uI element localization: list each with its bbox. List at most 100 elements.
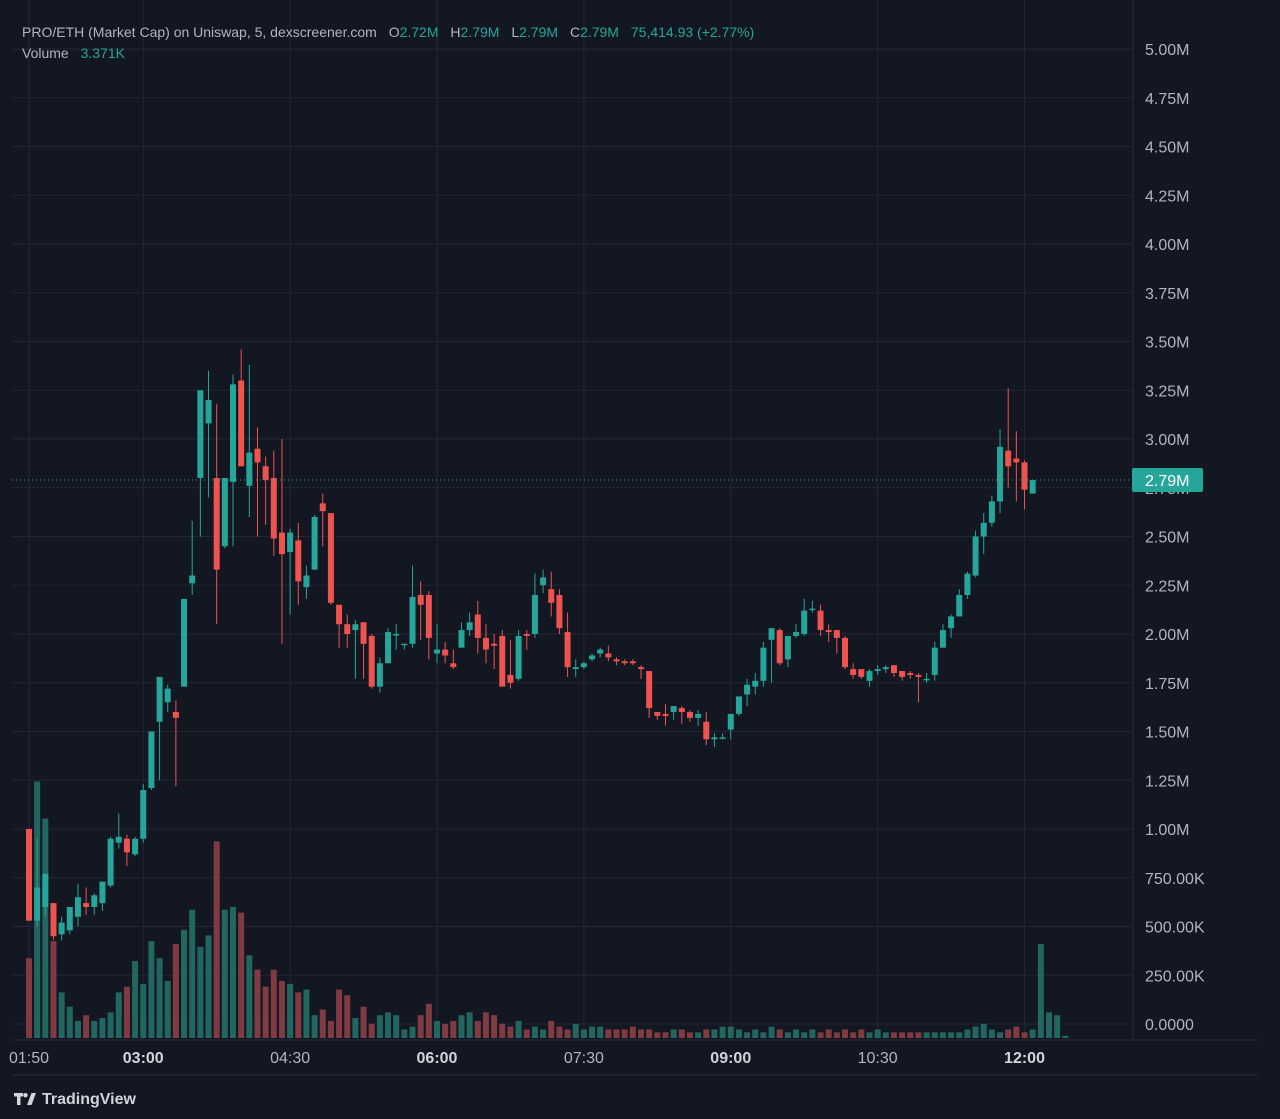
candle-body (393, 634, 400, 636)
volume-bar (66, 1006, 73, 1038)
volume-bar (678, 1029, 685, 1038)
volume-bar (850, 1032, 857, 1038)
candle-body (744, 684, 751, 695)
tradingview-logo-icon (14, 1093, 36, 1107)
candle-body (842, 637, 848, 668)
volume-bar (230, 906, 236, 1038)
volume-bar (703, 1029, 710, 1038)
volume-bar (1029, 1029, 1036, 1038)
candle-body (42, 873, 49, 907)
volume-bar (744, 1032, 751, 1038)
volume-bar (181, 929, 188, 1038)
candle-body (662, 713, 669, 716)
volume-bar (727, 1026, 734, 1038)
volume-bar (580, 1029, 587, 1038)
volume-bar (99, 1018, 106, 1038)
volume-bar (344, 995, 351, 1038)
candle-body (703, 721, 710, 740)
candle-body (654, 712, 661, 716)
candle-body (58, 922, 65, 935)
candle-body (988, 501, 995, 523)
volume-bar (980, 1023, 987, 1038)
legend-low-value: 2.79M (519, 24, 559, 40)
volume-bar (548, 1020, 555, 1038)
volume-bar (221, 909, 228, 1038)
volume-bar (197, 946, 204, 1038)
price-tick-label: 3.25M (1145, 383, 1189, 400)
volume-bar (442, 1023, 449, 1038)
volume-bar (409, 1026, 416, 1038)
volume-bar (801, 1032, 808, 1038)
volume-bar (352, 1018, 359, 1038)
volume-bar (719, 1026, 726, 1038)
volume-bar (882, 1032, 889, 1038)
volume-bar (866, 1032, 873, 1038)
candle-body (686, 712, 693, 718)
legend-open-label: O (388, 24, 400, 40)
price-tick-label: 5.00M (1145, 42, 1189, 59)
price-tick-label: 750.00K (1145, 871, 1205, 888)
volume-bar (507, 1026, 514, 1038)
price-tick-label: 2.50M (1145, 530, 1189, 547)
candle-body (621, 661, 628, 664)
candle-body (172, 712, 179, 718)
candle-body (711, 737, 718, 740)
candle-body (833, 630, 840, 638)
price-tick-label: 4.00M (1145, 237, 1189, 254)
candle-body (1005, 450, 1012, 467)
volume-bar (417, 1015, 424, 1038)
volume-bar (58, 992, 65, 1038)
candle-body (287, 532, 294, 553)
legend-volume-value: 3.371K (80, 45, 125, 61)
volume-bar (74, 1020, 81, 1038)
candle-body (50, 903, 57, 937)
price-tick-label: 4.50M (1145, 140, 1189, 157)
candle-body (156, 676, 163, 722)
candle-body (278, 532, 285, 555)
volume-bar (572, 1023, 579, 1038)
candle-body (401, 643, 408, 646)
candle-body (915, 674, 922, 677)
time-tick-label: 01:50 (9, 1050, 49, 1067)
candle-body (719, 737, 726, 739)
volume-bar (270, 969, 277, 1038)
volume-bar (499, 1023, 506, 1038)
candle-body (507, 674, 514, 683)
candle-body (548, 589, 555, 603)
volume-bar (434, 1020, 440, 1038)
volume-bar (466, 1012, 473, 1038)
candle-body (890, 665, 897, 673)
price-tick-label: 2.25M (1145, 578, 1189, 595)
volume-bar (107, 1012, 114, 1038)
price-badge-label: 2.79M (1145, 473, 1189, 490)
candle-body (352, 624, 359, 631)
candle-body (344, 624, 351, 634)
volume-bar (540, 1029, 547, 1038)
candle-body (670, 706, 677, 712)
brand-name: TradingView (42, 1091, 136, 1108)
volume-bar (189, 909, 196, 1038)
candle-body (368, 635, 375, 687)
volume-bar (686, 1032, 693, 1038)
candle-body (597, 649, 604, 654)
volume-bar (50, 941, 57, 1038)
candle-body (972, 536, 979, 576)
candle-body (646, 671, 653, 709)
volume-bar (368, 1023, 375, 1038)
volume-bar (597, 1026, 604, 1038)
volume-bar (327, 1020, 334, 1038)
volume-bar (997, 1032, 1004, 1038)
tradingview-brand[interactable]: TradingView (14, 1091, 136, 1109)
candle-body (466, 622, 473, 631)
legend-close-value: 2.79M (580, 24, 619, 40)
volume-bar (842, 1029, 848, 1038)
candle-body (735, 696, 742, 714)
candle-body (140, 790, 147, 839)
volume-bar (1013, 1026, 1020, 1038)
volume-bar (858, 1029, 865, 1038)
candle-body (205, 400, 212, 424)
candle-body (295, 540, 302, 582)
volume-bar (303, 989, 310, 1038)
